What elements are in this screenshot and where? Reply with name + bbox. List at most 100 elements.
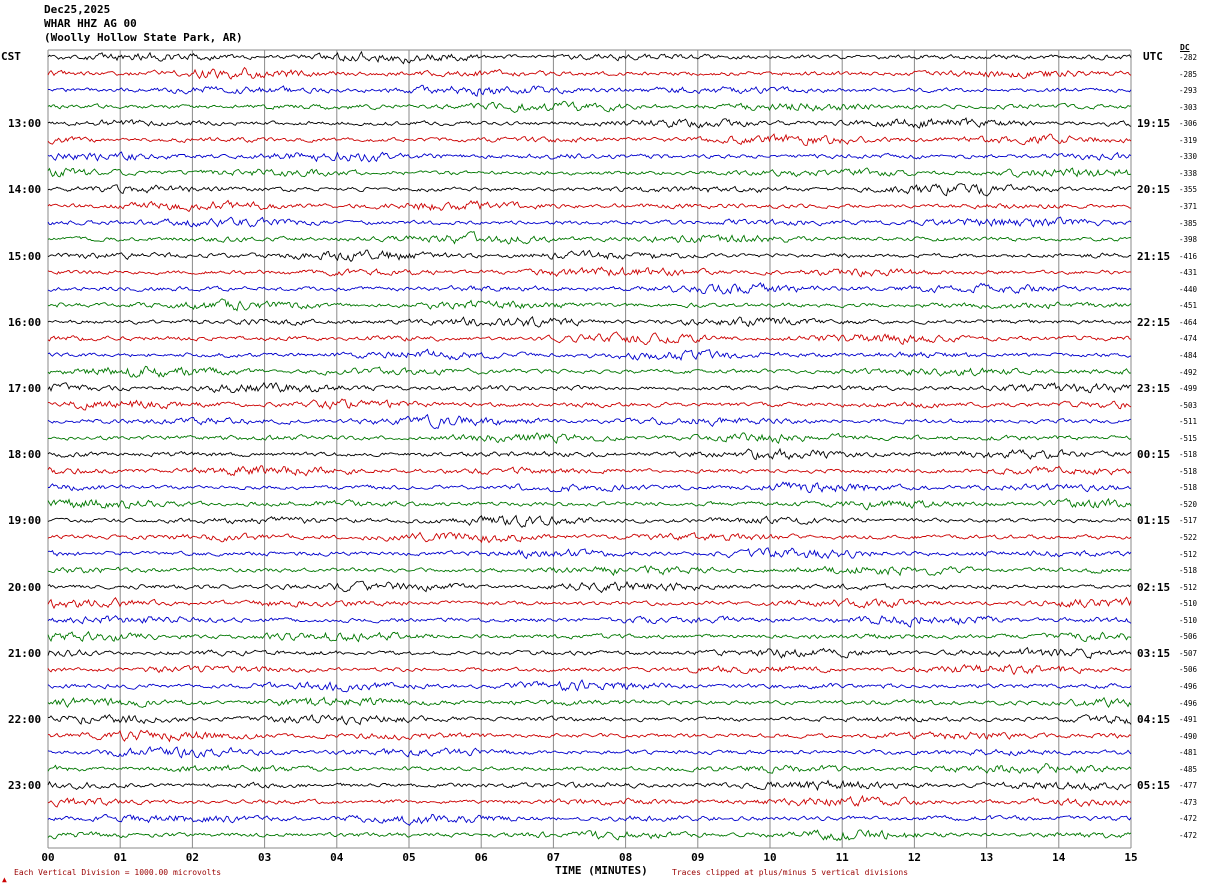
dc-offset-value: -517 — [1179, 516, 1198, 526]
cst-hour-label: 20:00 — [8, 580, 42, 594]
dc-offset-value: -492 — [1179, 367, 1198, 377]
minute-tick-label: 10 — [763, 851, 777, 864]
seismic-trace — [47, 381, 1132, 394]
minute-tick-label: 08 — [618, 851, 633, 864]
dc-offset-value: -431 — [1179, 268, 1198, 278]
x-axis-title: TIME (MINUTES) — [555, 864, 648, 877]
dc-offset-value: -416 — [1179, 251, 1198, 261]
seismic-trace — [47, 413, 1132, 430]
cst-hour-label: 23:00 — [8, 779, 42, 793]
seismic-trace — [47, 794, 1132, 808]
cst-hour-label: 13:00 — [8, 117, 42, 131]
minute-tick-label: 15 — [1124, 851, 1138, 864]
utc-hour-label: 03:15 — [1137, 646, 1171, 660]
dc-offset-value: -464 — [1179, 317, 1198, 327]
utc-hour-label: 04:15 — [1137, 713, 1171, 727]
utc-hour-label: 21:15 — [1137, 249, 1171, 263]
utc-hour-label: 00:15 — [1137, 448, 1171, 462]
minute-tick-label: 13 — [979, 851, 994, 864]
right-axis-header: UTC — [1143, 50, 1163, 63]
minute-tick-label: 05 — [402, 851, 416, 864]
footer-clip-note: Traces clipped at plus/minus 5 vertical … — [672, 868, 909, 877]
minute-tick-label: 07 — [546, 851, 561, 864]
cst-hour-label: 18:00 — [8, 448, 42, 462]
dc-offset-value: -303 — [1179, 102, 1198, 112]
seismic-trace — [47, 432, 1132, 445]
dc-offset-value: -285 — [1179, 69, 1198, 79]
seismic-trace — [47, 465, 1132, 477]
seismic-trace — [47, 813, 1132, 826]
dc-offset-value: -496 — [1179, 682, 1198, 691]
dc-offset-value: -506 — [1179, 632, 1198, 642]
dc-offset-value: -385 — [1179, 218, 1198, 228]
seismic-trace — [47, 779, 1132, 792]
utc-hour-label: 23:15 — [1137, 382, 1171, 396]
dc-offset-value: -472 — [1179, 814, 1198, 824]
dc-offset-value: -510 — [1179, 615, 1198, 625]
dc-offset-value: -511 — [1179, 417, 1198, 427]
dc-offset-value: -472 — [1179, 830, 1198, 840]
dc-offset-value: -518 — [1179, 483, 1198, 493]
dc-offset-value: -319 — [1179, 135, 1198, 145]
minute-tick-label: 04 — [330, 851, 344, 864]
seismic-trace — [47, 133, 1132, 146]
dc-offset-value: -491 — [1179, 715, 1198, 725]
dc-offset-value: -506 — [1179, 665, 1198, 675]
seismic-trace — [47, 100, 1132, 114]
dc-offset-value: -518 — [1179, 450, 1198, 460]
dc-offset-value: -474 — [1179, 334, 1198, 344]
seismic-trace — [47, 763, 1132, 775]
cst-hour-label: 16:00 — [8, 315, 42, 329]
seismic-trace — [47, 745, 1132, 759]
dc-offset-value: -512 — [1179, 549, 1198, 559]
seismic-trace — [47, 663, 1132, 676]
title-date: Dec25,2025 — [44, 3, 111, 16]
seismic-trace — [48, 298, 1132, 312]
seismic-trace — [47, 596, 1132, 610]
seismic-trace — [47, 729, 1132, 743]
dc-offset-value: -481 — [1179, 748, 1198, 758]
utc-hour-label: 05:15 — [1137, 779, 1171, 793]
dc-offset-value: -477 — [1179, 781, 1198, 791]
seismic-trace — [47, 117, 1132, 129]
seismic-trace — [47, 696, 1132, 708]
left-axis-header: CST — [1, 50, 21, 63]
dc-offset-value: -520 — [1179, 499, 1198, 509]
seismic-trace — [47, 282, 1132, 295]
seismic-trace — [47, 646, 1132, 660]
dc-offset-value: -510 — [1179, 599, 1198, 609]
minute-tick-label: 11 — [835, 851, 849, 864]
seismic-trace — [47, 266, 1132, 278]
seismic-trace — [47, 514, 1132, 528]
seismic-trace — [47, 615, 1132, 628]
minute-tick-label: 14 — [1052, 851, 1066, 864]
seismic-trace — [47, 497, 1132, 511]
seismic-trace — [47, 547, 1132, 560]
plot-title: Dec25,2025 WHAR HHZ AG 00 (Woolly Hollow… — [44, 3, 243, 45]
seismic-trace — [47, 531, 1132, 544]
dc-offset-value: -518 — [1179, 566, 1198, 576]
seismic-trace — [48, 398, 1132, 411]
seismic-trace — [47, 630, 1132, 643]
minute-tick-label: 06 — [474, 851, 488, 864]
dc-offset-value: -282 — [1179, 53, 1198, 62]
seismic-trace — [47, 714, 1132, 726]
seismic-trace — [47, 679, 1132, 693]
title-station: WHAR HHZ AG 00 — [44, 17, 137, 30]
cst-hour-label: 19:00 — [8, 514, 42, 528]
dc-offset-value: -355 — [1179, 185, 1198, 195]
dc-offset-value: -371 — [1179, 201, 1198, 211]
minute-tick-label: 12 — [907, 851, 922, 864]
utc-hour-label: 01:15 — [1137, 514, 1171, 528]
dc-offset-value: -522 — [1179, 533, 1198, 543]
dc-offset-value: -338 — [1179, 168, 1198, 178]
seismic-trace — [47, 66, 1132, 80]
seismic-trace — [47, 84, 1132, 97]
title-location: (Woolly Hollow State Park, AR) — [44, 31, 243, 44]
dc-offset-value: -503 — [1179, 400, 1198, 410]
seismic-trace — [47, 580, 1132, 594]
dc-offset-value: -398 — [1179, 235, 1198, 245]
dc-offset-value: -293 — [1179, 86, 1198, 96]
dc-offset-value: -490 — [1179, 731, 1198, 741]
